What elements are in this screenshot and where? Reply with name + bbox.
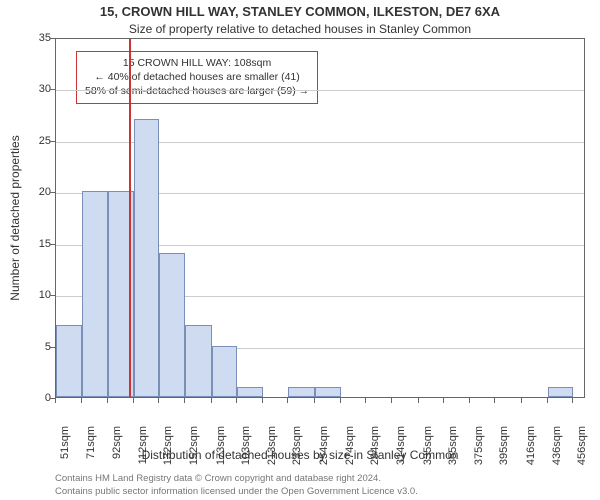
histogram-bar xyxy=(185,325,212,397)
xtick-label: 132sqm xyxy=(162,426,174,472)
histogram-bar xyxy=(288,387,315,397)
xtick-label: 294sqm xyxy=(369,426,381,472)
xtick-mark xyxy=(469,398,470,403)
xtick-label: 173sqm xyxy=(215,426,227,472)
xtick-mark xyxy=(547,398,548,403)
footer-line1: Contains HM Land Registry data © Crown c… xyxy=(55,473,585,485)
xtick-mark xyxy=(314,398,315,403)
annotation-box: 15 CROWN HILL WAY: 108sqm ← 40% of detac… xyxy=(76,51,318,104)
xtick-mark xyxy=(365,398,366,403)
xtick-mark xyxy=(418,398,419,403)
histogram-bar xyxy=(212,346,238,397)
xtick-label: 51sqm xyxy=(59,426,71,472)
xtick-mark xyxy=(262,398,263,403)
xtick-label: 355sqm xyxy=(447,426,459,472)
xtick-label: 274sqm xyxy=(344,426,356,472)
ytick-label: 25 xyxy=(21,135,51,147)
xtick-label: 213sqm xyxy=(266,426,278,472)
xtick-label: 395sqm xyxy=(498,426,510,472)
xtick-mark xyxy=(211,398,212,403)
xtick-label: 71sqm xyxy=(85,426,97,472)
histogram-bar xyxy=(315,387,341,397)
xtick-mark xyxy=(391,398,392,403)
xtick-mark xyxy=(340,398,341,403)
footer-line2: Contains public sector information licen… xyxy=(55,486,585,498)
ytick-label: 5 xyxy=(21,341,51,353)
xtick-mark xyxy=(55,398,56,403)
annotation-line3: 58% of semi-detached houses are larger (… xyxy=(85,84,309,98)
ytick-mark xyxy=(50,89,55,90)
xtick-mark xyxy=(521,398,522,403)
xtick-mark xyxy=(287,398,288,403)
plot-area: 15 CROWN HILL WAY: 108sqm ← 40% of detac… xyxy=(55,38,585,398)
y-axis-label: Number of detached properties xyxy=(8,135,22,300)
ytick-mark xyxy=(50,141,55,142)
ytick-label: 0 xyxy=(21,392,51,404)
xtick-label: 112sqm xyxy=(137,426,149,472)
xtick-label: 193sqm xyxy=(240,426,252,472)
ytick-mark xyxy=(50,347,55,348)
chart-title-sub: Size of property relative to detached ho… xyxy=(0,22,600,36)
xtick-mark xyxy=(236,398,237,403)
xtick-mark xyxy=(494,398,495,403)
ytick-label: 35 xyxy=(21,32,51,44)
xtick-mark xyxy=(572,398,573,403)
xtick-label: 92sqm xyxy=(111,426,123,472)
xtick-label: 436sqm xyxy=(551,426,563,472)
xtick-mark xyxy=(158,398,159,403)
xtick-label: 456sqm xyxy=(576,426,588,472)
ytick-label: 20 xyxy=(21,186,51,198)
marker-line xyxy=(129,39,131,397)
xtick-label: 254sqm xyxy=(318,426,330,472)
xtick-label: 233sqm xyxy=(291,426,303,472)
xtick-label: 416sqm xyxy=(525,426,537,472)
ytick-mark xyxy=(50,192,55,193)
xtick-mark xyxy=(443,398,444,403)
ytick-mark xyxy=(50,295,55,296)
histogram-bar xyxy=(56,325,82,397)
histogram-bar xyxy=(134,119,160,397)
ytick-label: 15 xyxy=(21,238,51,250)
footer: Contains HM Land Registry data © Crown c… xyxy=(55,473,585,498)
histogram-bar xyxy=(82,191,109,397)
annotation-line1: 15 CROWN HILL WAY: 108sqm xyxy=(85,56,309,70)
chart-title-main: 15, CROWN HILL WAY, STANLEY COMMON, ILKE… xyxy=(0,4,600,19)
xtick-mark xyxy=(107,398,108,403)
xtick-mark xyxy=(133,398,134,403)
histogram-bar xyxy=(159,253,185,397)
gridline xyxy=(56,90,584,91)
ytick-label: 10 xyxy=(21,289,51,301)
xtick-label: 314sqm xyxy=(395,426,407,472)
annotation-line2: ← 40% of detached houses are smaller (41… xyxy=(85,70,309,84)
xtick-mark xyxy=(81,398,82,403)
xtick-mark xyxy=(184,398,185,403)
xtick-label: 152sqm xyxy=(188,426,200,472)
histogram-bar xyxy=(237,387,263,397)
ytick-label: 30 xyxy=(21,83,51,95)
xtick-label: 375sqm xyxy=(473,426,485,472)
histogram-chart: 15, CROWN HILL WAY, STANLEY COMMON, ILKE… xyxy=(0,0,600,500)
histogram-bar xyxy=(548,387,574,397)
ytick-mark xyxy=(50,244,55,245)
ytick-mark xyxy=(50,38,55,39)
xtick-label: 335sqm xyxy=(422,426,434,472)
